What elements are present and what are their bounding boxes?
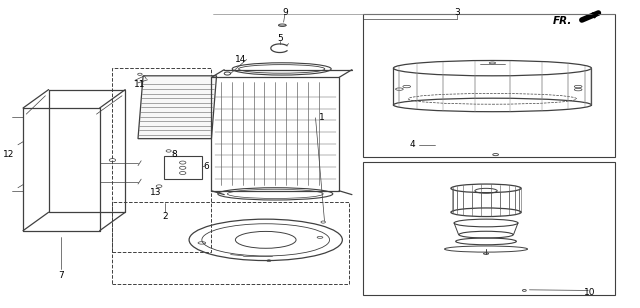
Text: 9: 9 — [282, 8, 288, 17]
Text: 7: 7 — [58, 271, 64, 280]
Text: 8: 8 — [172, 149, 177, 159]
Polygon shape — [138, 76, 216, 139]
Text: 14: 14 — [234, 55, 246, 64]
Text: 2: 2 — [163, 212, 168, 221]
Bar — [363, 162, 615, 295]
Text: 3: 3 — [454, 8, 460, 18]
Text: 1: 1 — [319, 113, 324, 122]
Text: 12: 12 — [3, 149, 14, 159]
Text: 4: 4 — [410, 140, 415, 149]
Text: FR.: FR. — [553, 16, 572, 26]
Bar — [113, 68, 211, 252]
Text: 5: 5 — [277, 34, 283, 43]
Bar — [164, 156, 202, 179]
Text: 10: 10 — [584, 288, 595, 297]
Text: 11: 11 — [134, 80, 146, 89]
Text: 13: 13 — [150, 188, 162, 197]
Bar — [363, 14, 615, 157]
Bar — [113, 201, 349, 284]
Text: 6: 6 — [204, 162, 209, 171]
